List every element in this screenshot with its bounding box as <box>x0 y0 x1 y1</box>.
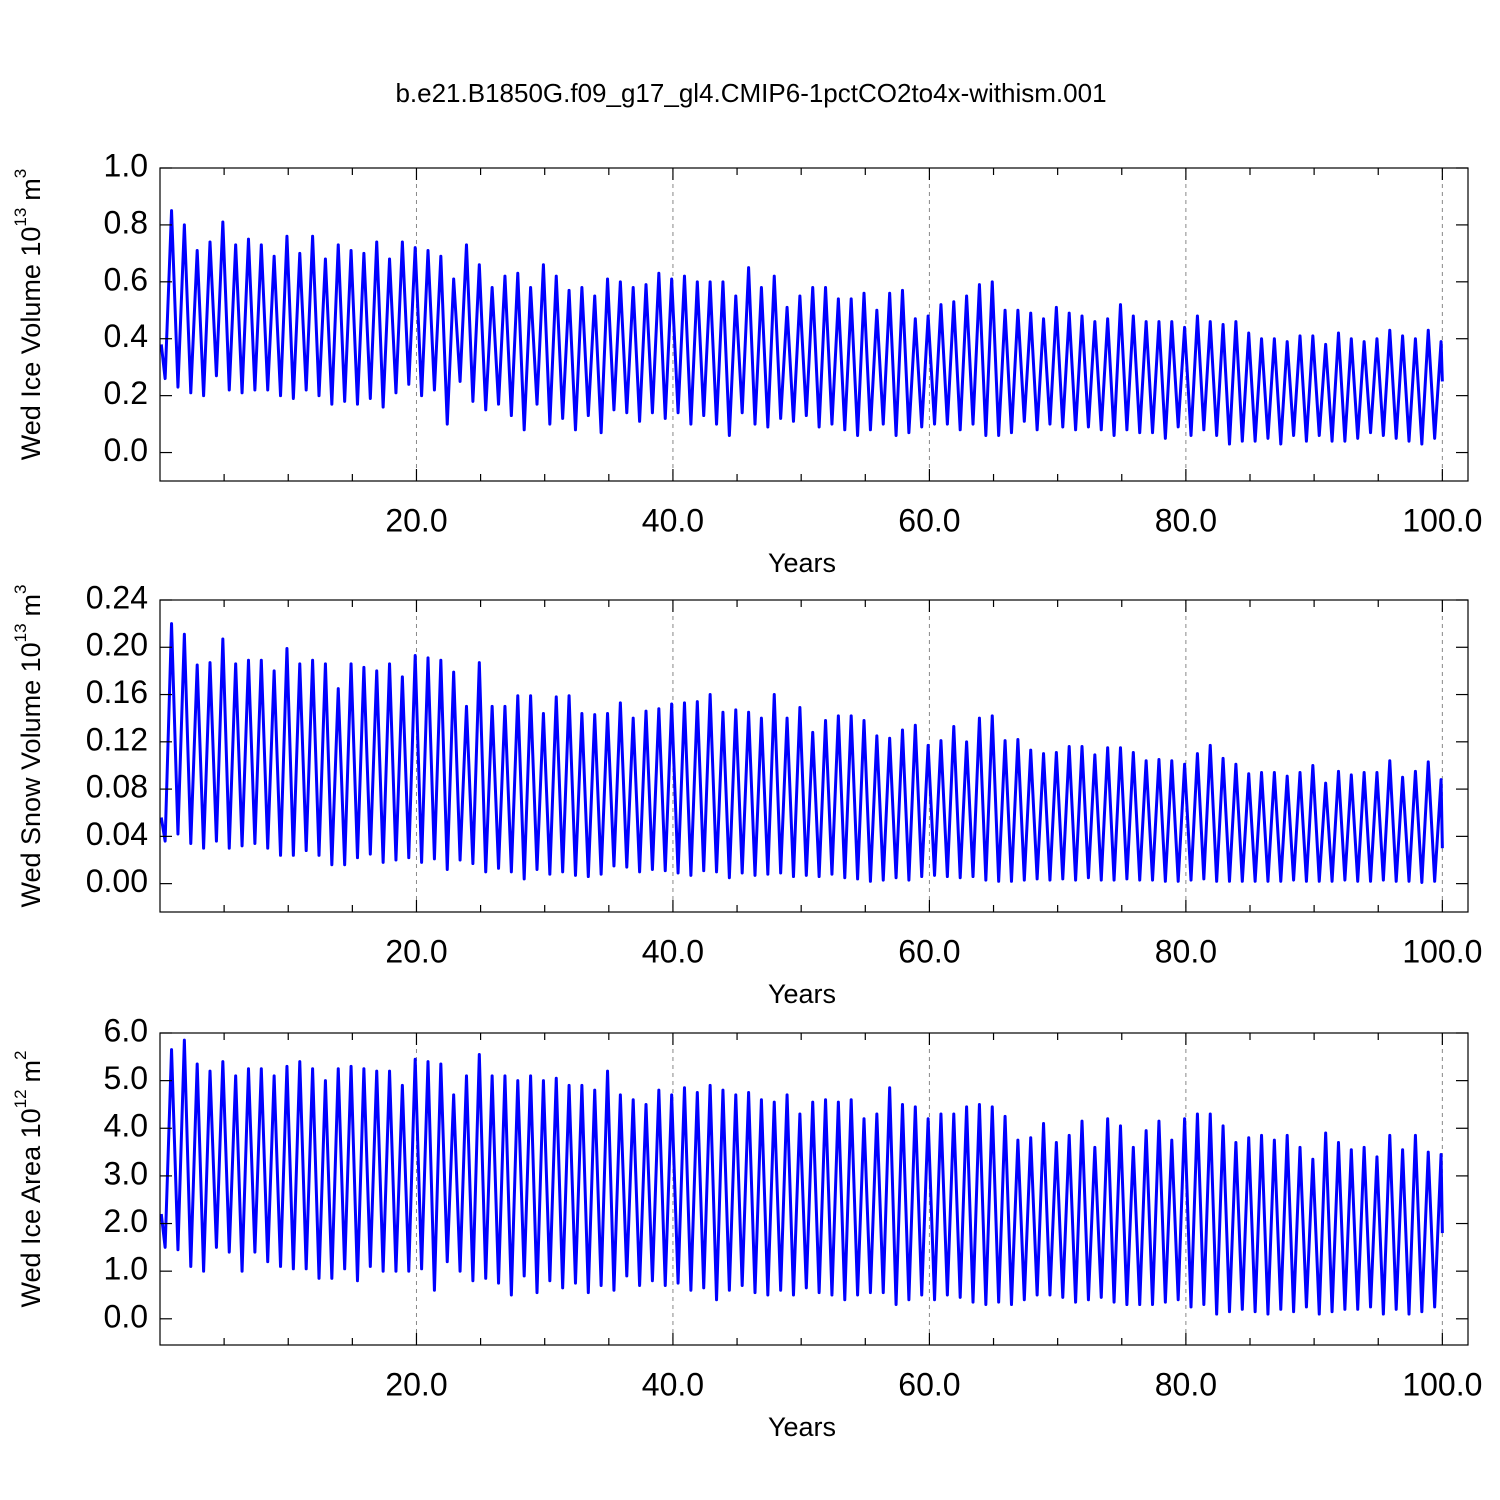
plot-frame <box>159 599 1469 913</box>
y-tick-label: 0.16 <box>86 674 148 710</box>
y-tick-label: 0.0 <box>104 432 148 468</box>
y-axis-label-exponent: 13 <box>11 623 30 642</box>
y-tick-label: 3.0 <box>104 1155 148 1191</box>
x-tick-label: 60.0 <box>898 502 960 538</box>
y-axis-label-text: Wed Snow Volume 10 <box>16 642 46 907</box>
y-axis-label-text: Wed Ice Volume 10 <box>16 227 46 461</box>
y-tick-label: 0.04 <box>86 816 148 852</box>
data-line <box>159 1038 1444 1316</box>
x-tick-label: 40.0 <box>642 502 704 538</box>
y-tick-label: 1.0 <box>104 1251 148 1287</box>
plot-frame <box>159 1032 1469 1346</box>
x-axis-label: Years <box>768 1412 836 1442</box>
y-tick-label: 0.12 <box>86 721 148 757</box>
data-line <box>159 209 1444 446</box>
x-tick-label: 80.0 <box>1155 933 1217 969</box>
x-tick-label: 20.0 <box>385 1366 447 1402</box>
x-tick-label: 40.0 <box>642 933 704 969</box>
y-tick-label: 0.8 <box>104 204 148 240</box>
x-tick-label: 60.0 <box>898 1366 960 1402</box>
x-axis-label: Years <box>768 979 836 1009</box>
x-tick-label: 100.0 <box>1402 1366 1482 1402</box>
y-tick-label: 0.24 <box>86 579 148 615</box>
chart-title: b.e21.B1850G.f09_g17_gl4.CMIP6-1pctCO2to… <box>395 78 1106 108</box>
y-axis-label: Wed Ice Area 1012 m2 <box>11 1050 46 1307</box>
y-tick-label: 6.0 <box>104 1012 148 1048</box>
x-tick-label: 80.0 <box>1155 1366 1217 1402</box>
data-line <box>159 622 1444 884</box>
x-tick-label: 80.0 <box>1155 502 1217 538</box>
y-axis-label: Wed Snow Volume 1013 m3 <box>11 584 46 907</box>
x-tick-label: 100.0 <box>1402 933 1482 969</box>
y-axis-label-unit-exponent: 2 <box>11 1050 30 1059</box>
y-axis-label-unit-exponent: 3 <box>11 584 30 593</box>
y-tick-label: 2.0 <box>104 1203 148 1239</box>
y-tick-label: 1.0 <box>104 147 148 183</box>
y-tick-label: 0.6 <box>104 261 148 297</box>
y-tick-label: 0.08 <box>86 769 148 805</box>
y-axis-label-unit: m <box>16 1060 46 1083</box>
y-axis-label-unit: m <box>16 594 46 617</box>
y-tick-label: 4.0 <box>104 1108 148 1144</box>
y-axis-label-text: Wed Ice Area 10 <box>16 1108 46 1307</box>
y-tick-label: 0.0 <box>104 1298 148 1334</box>
y-axis-label-exponent: 12 <box>11 1089 30 1108</box>
y-tick-label: 0.00 <box>86 863 148 899</box>
y-axis-label: Wed Ice Volume 1013 m3 <box>11 169 46 461</box>
x-tick-label: 20.0 <box>385 502 447 538</box>
x-tick-label: 40.0 <box>642 1366 704 1402</box>
plot-frame <box>159 167 1469 482</box>
y-tick-label: 0.2 <box>104 375 148 411</box>
x-tick-label: 20.0 <box>385 933 447 969</box>
y-tick-label: 0.20 <box>86 627 148 663</box>
x-axis-label: Years <box>768 548 836 578</box>
y-axis-label-unit-exponent: 3 <box>11 169 30 178</box>
y-axis-label-unit: m <box>16 178 46 201</box>
x-tick-label: 60.0 <box>898 933 960 969</box>
y-tick-label: 0.4 <box>104 318 148 354</box>
x-tick-label: 100.0 <box>1402 502 1482 538</box>
y-tick-label: 5.0 <box>104 1060 148 1096</box>
y-axis-label-exponent: 13 <box>11 208 30 227</box>
